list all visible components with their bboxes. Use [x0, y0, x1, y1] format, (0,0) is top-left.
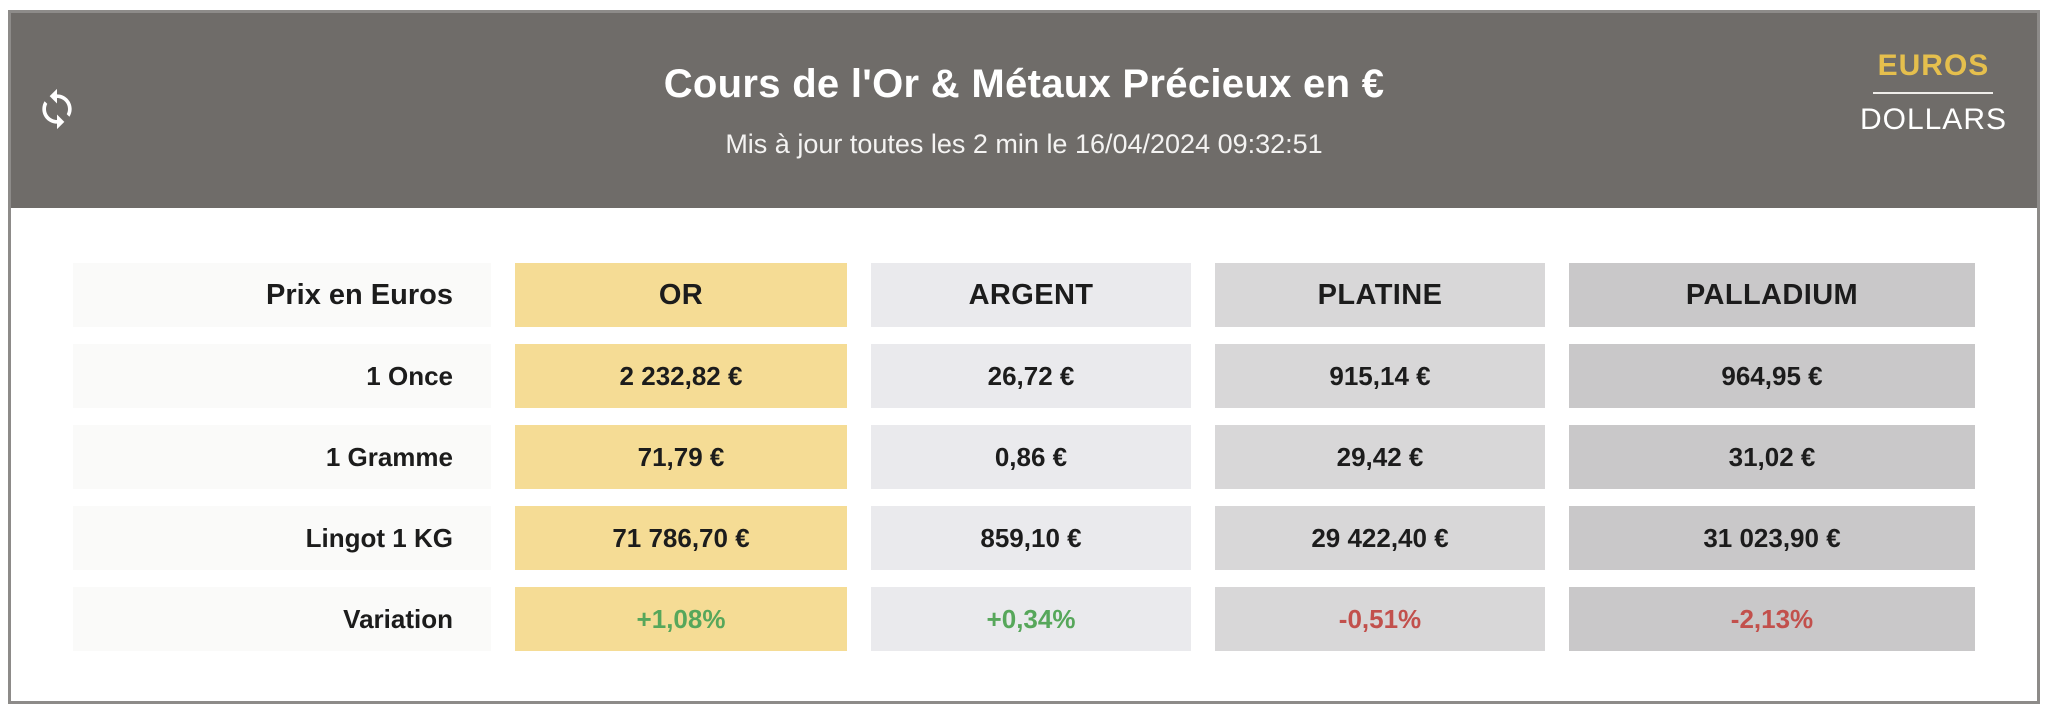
price-or-lingot: 71 786,70 €	[515, 506, 847, 570]
price-palladium-lingot: 31 023,90 €	[1569, 506, 1975, 570]
price-argent-gramme: 0,86 €	[871, 425, 1191, 489]
price-platine-lingot: 29 422,40 €	[1215, 506, 1545, 570]
variation-or: +1,08%	[515, 587, 847, 651]
column-header-platine: PLATINE	[1215, 263, 1545, 327]
refresh-icon	[35, 87, 79, 134]
variation-palladium: -2,13%	[1569, 587, 1975, 651]
currency-divider	[1873, 92, 1994, 94]
column-header-argent: ARGENT	[871, 263, 1191, 327]
price-palladium-gramme: 31,02 €	[1569, 425, 1975, 489]
column-header-palladium: PALLADIUM	[1569, 263, 1975, 327]
table-area: Prix en Euros OR ARGENT PLATINE PALLADIU…	[11, 208, 2037, 651]
currency-toggle: EUROS DOLLARS	[1860, 49, 2007, 137]
widget-header: Cours de l'Or & Métaux Précieux en € Mis…	[11, 13, 2037, 208]
last-updated-text: Mis à jour toutes les 2 min le 16/04/202…	[725, 128, 1323, 159]
table-corner-label: Prix en Euros	[73, 263, 491, 327]
row-label-lingot: Lingot 1 KG	[73, 506, 491, 570]
refresh-button[interactable]	[33, 87, 81, 135]
price-or-once: 2 232,82 €	[515, 344, 847, 408]
page-title: Cours de l'Or & Métaux Précieux en €	[663, 61, 1385, 106]
price-argent-once: 26,72 €	[871, 344, 1191, 408]
currency-option-dollars[interactable]: DOLLARS	[1859, 103, 2007, 136]
price-palladium-once: 964,95 €	[1569, 344, 1975, 408]
price-argent-lingot: 859,10 €	[871, 506, 1191, 570]
variation-argent: +0,34%	[871, 587, 1191, 651]
variation-platine: -0,51%	[1215, 587, 1545, 651]
price-or-gramme: 71,79 €	[515, 425, 847, 489]
currency-option-euros[interactable]: EUROS	[1877, 49, 1990, 82]
column-header-or: OR	[515, 263, 847, 327]
prices-table: Prix en Euros OR ARGENT PLATINE PALLADIU…	[73, 263, 1975, 651]
price-platine-gramme: 29,42 €	[1215, 425, 1545, 489]
row-label-gramme: 1 Gramme	[73, 425, 491, 489]
row-label-once: 1 Once	[73, 344, 491, 408]
row-label-variation: Variation	[73, 587, 491, 651]
price-platine-once: 915,14 €	[1215, 344, 1545, 408]
price-widget-card: Cours de l'Or & Métaux Précieux en € Mis…	[8, 10, 2040, 704]
